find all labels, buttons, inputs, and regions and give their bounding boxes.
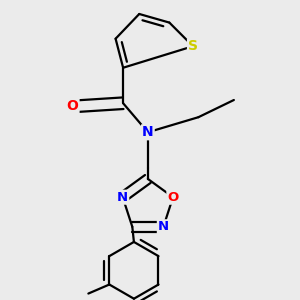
Text: N: N [158,220,169,233]
Text: N: N [142,125,154,139]
Text: S: S [188,39,198,53]
Text: O: O [167,191,178,204]
Text: N: N [117,191,128,204]
Text: O: O [67,100,79,113]
